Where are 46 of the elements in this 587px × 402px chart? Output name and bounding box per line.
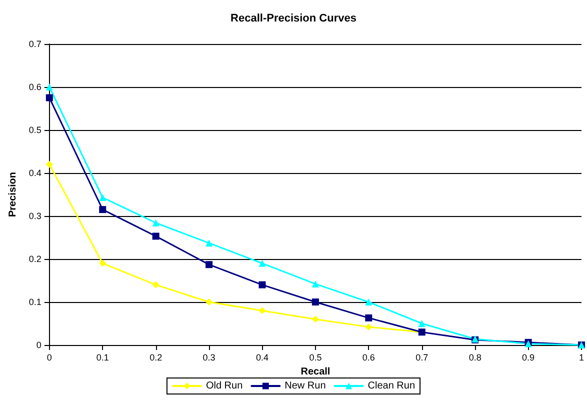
legend-label: Clean Run — [368, 380, 416, 392]
point — [365, 314, 372, 322]
point — [46, 160, 53, 168]
y-tick-label: 0.2 — [28, 254, 42, 264]
legend-label: New Run — [284, 380, 326, 392]
point — [312, 298, 319, 306]
point — [365, 298, 372, 306]
legend-label: Old Run — [206, 380, 243, 392]
x-tick-label: 0.1 — [96, 352, 109, 362]
point — [152, 219, 160, 226]
x-tick-label: 0.2 — [150, 352, 162, 362]
point — [418, 320, 426, 327]
x-tick-label: 0.8 — [468, 352, 482, 362]
point — [312, 280, 319, 288]
point — [312, 316, 319, 323]
x-tick-label: 0 — [46, 352, 52, 362]
x-tick-label: 0.4 — [256, 352, 269, 362]
point — [206, 240, 213, 247]
x-tick-label: 0.7 — [416, 352, 428, 362]
x-tick-label: 0.9 — [522, 352, 535, 362]
y-tick-label: 0.7 — [28, 39, 42, 49]
point — [258, 307, 266, 314]
point — [258, 260, 266, 267]
y-tick-label: 0.1 — [28, 297, 42, 307]
point — [365, 323, 372, 330]
x-tick-label: 1 — [578, 352, 584, 362]
point — [258, 281, 266, 288]
x-tick-label: 0.3 — [202, 352, 216, 362]
point — [99, 260, 106, 267]
x-tick-label: 0.6 — [362, 352, 375, 362]
chart-title: Recall-Precision Curves — [230, 12, 356, 24]
point — [152, 281, 160, 288]
x-axis-title: Recall — [300, 366, 330, 378]
point — [99, 206, 106, 214]
y-axis-title: Precision — [8, 172, 18, 218]
point — [46, 94, 53, 102]
y-tick-label: 0.4 — [28, 168, 42, 178]
point — [206, 261, 213, 268]
point — [152, 232, 160, 240]
point — [99, 194, 106, 202]
y-tick-label: 0.3 — [28, 211, 42, 221]
x-tick-label: 0.5 — [309, 352, 322, 362]
y-tick-label: 0 — [36, 340, 42, 350]
y-tick-label: 0.6 — [28, 82, 42, 92]
y-tick-label: 0.5 — [28, 125, 42, 135]
point — [206, 298, 213, 306]
